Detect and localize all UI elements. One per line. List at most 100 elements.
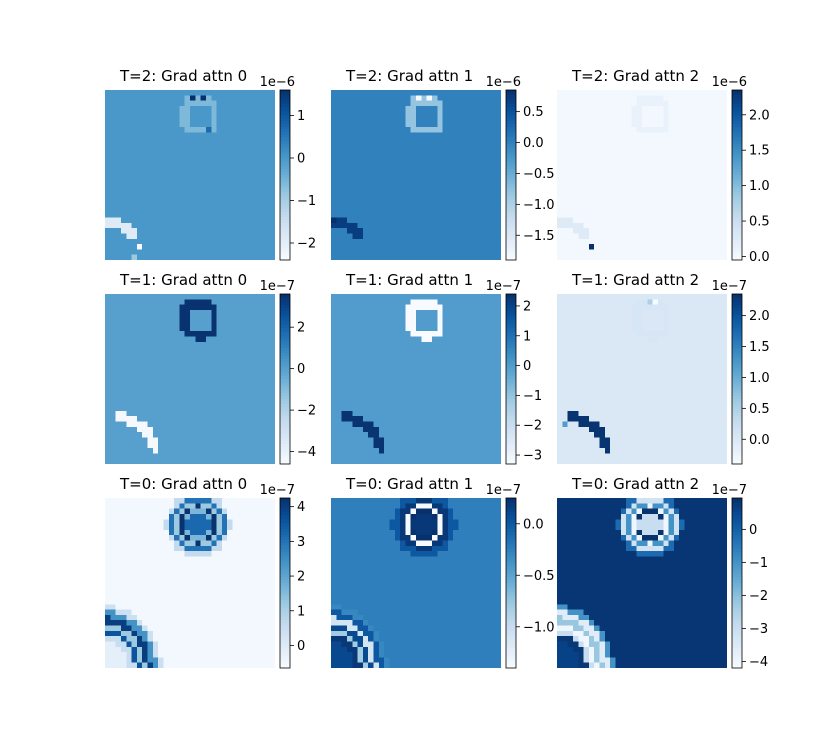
heatmap-cell <box>336 379 342 385</box>
heatmap-cell <box>610 190 616 197</box>
heatmap-cell <box>567 180 573 186</box>
heatmap-cell <box>485 379 491 385</box>
heatmap-cell <box>227 416 233 422</box>
heatmap-cell <box>572 111 579 117</box>
heatmap-cell <box>368 196 374 202</box>
heatmap-cell <box>221 233 228 239</box>
colorbar-swatch <box>280 294 290 298</box>
heatmap-cell <box>195 357 201 364</box>
colorbar-swatch <box>280 118 290 122</box>
heatmap-cell <box>136 357 143 364</box>
heatmap-cell <box>700 137 706 144</box>
heatmap-cell <box>405 325 411 332</box>
heatmap-cell <box>384 217 390 223</box>
heatmap-cell <box>442 352 448 358</box>
heatmap-cell <box>264 111 270 117</box>
heatmap-cell <box>716 164 722 170</box>
heatmap-cell <box>205 143 212 149</box>
heatmap-cell <box>394 347 401 353</box>
heatmap-cell <box>463 132 470 138</box>
heatmap-cell <box>378 100 385 106</box>
heatmap-cell <box>105 336 111 342</box>
heatmap-cell <box>642 201 648 207</box>
heatmap-cell <box>237 148 244 154</box>
heatmap-cell <box>158 315 164 321</box>
heatmap-cell <box>142 368 148 374</box>
heatmap-cell <box>458 159 464 165</box>
colorbar-swatch <box>506 206 516 210</box>
colorbar-swatch <box>732 98 742 102</box>
heatmap-cell <box>158 352 164 358</box>
heatmap-cell <box>410 228 417 234</box>
heatmap-cell <box>264 405 270 411</box>
heatmap-cell <box>346 201 353 207</box>
heatmap-cell <box>373 206 379 213</box>
heatmap-cell <box>211 143 217 149</box>
heatmap-cell <box>588 111 595 117</box>
heatmap-cell <box>368 185 374 191</box>
heatmap-cell <box>469 164 475 170</box>
heatmap-cell <box>221 164 228 170</box>
heatmap-cell <box>567 143 573 149</box>
heatmap-cell <box>453 148 459 154</box>
heatmap-cell <box>490 100 496 106</box>
heatmap-cell <box>578 116 584 122</box>
heatmap-cell <box>142 294 148 300</box>
heatmap-cell <box>711 190 717 197</box>
heatmap-cell <box>426 254 432 261</box>
heatmap-cell <box>163 331 169 337</box>
heatmap-cell <box>211 309 217 316</box>
heatmap-cell <box>679 164 685 170</box>
heatmap-cell <box>232 357 238 364</box>
heatmap-cell <box>190 212 196 218</box>
heatmap-cell <box>610 169 616 176</box>
heatmap-cell <box>490 143 496 149</box>
heatmap-cell <box>152 379 159 385</box>
heatmap-cell <box>190 116 196 122</box>
heatmap-cell <box>394 143 401 149</box>
heatmap-cell <box>174 320 180 326</box>
heatmap-cell <box>495 315 502 321</box>
heatmap-cell <box>269 315 276 321</box>
heatmap-cell <box>179 421 185 427</box>
heatmap-cell <box>216 228 222 234</box>
heatmap-cell <box>205 175 212 181</box>
heatmap-cell <box>453 320 459 326</box>
heatmap-cell <box>152 217 159 223</box>
heatmap-cell <box>142 180 148 186</box>
heatmap-cell <box>474 175 480 181</box>
heatmap-cell <box>259 363 265 369</box>
heatmap-cell <box>179 394 185 401</box>
heatmap-cell <box>410 217 417 223</box>
heatmap-cell <box>105 201 111 207</box>
heatmap-cell <box>195 105 201 112</box>
heatmap-cell <box>447 249 454 255</box>
heatmap-cell <box>394 325 401 332</box>
heatmap-cell <box>136 105 143 112</box>
heatmap-cell <box>174 336 180 342</box>
heatmap-cell <box>243 442 249 449</box>
heatmap-cell <box>479 180 486 186</box>
heatmap-cell <box>426 105 432 112</box>
heatmap-cell <box>259 421 265 427</box>
heatmap-cell <box>384 212 390 218</box>
heatmap-cell <box>495 116 502 122</box>
heatmap-cell <box>588 212 595 218</box>
heatmap-cell <box>442 249 448 255</box>
heatmap-cell <box>248 336 254 342</box>
heatmap-cell <box>357 148 363 154</box>
heatmap-cell <box>147 228 153 234</box>
heatmap-cells <box>105 294 276 465</box>
heatmap-cell <box>453 111 459 117</box>
heatmap-cell <box>567 90 573 96</box>
heatmap-cell <box>158 206 164 213</box>
heatmap-cell <box>158 169 164 176</box>
heatmap-cell <box>705 132 712 138</box>
heatmap-cell <box>362 304 369 310</box>
heatmap-cell <box>168 458 175 465</box>
heatmap-cell <box>384 254 390 261</box>
heatmap-cell <box>631 238 637 245</box>
heatmap-cell <box>179 352 185 358</box>
heatmap-cell <box>557 190 563 197</box>
heatmap-cell <box>110 373 116 380</box>
